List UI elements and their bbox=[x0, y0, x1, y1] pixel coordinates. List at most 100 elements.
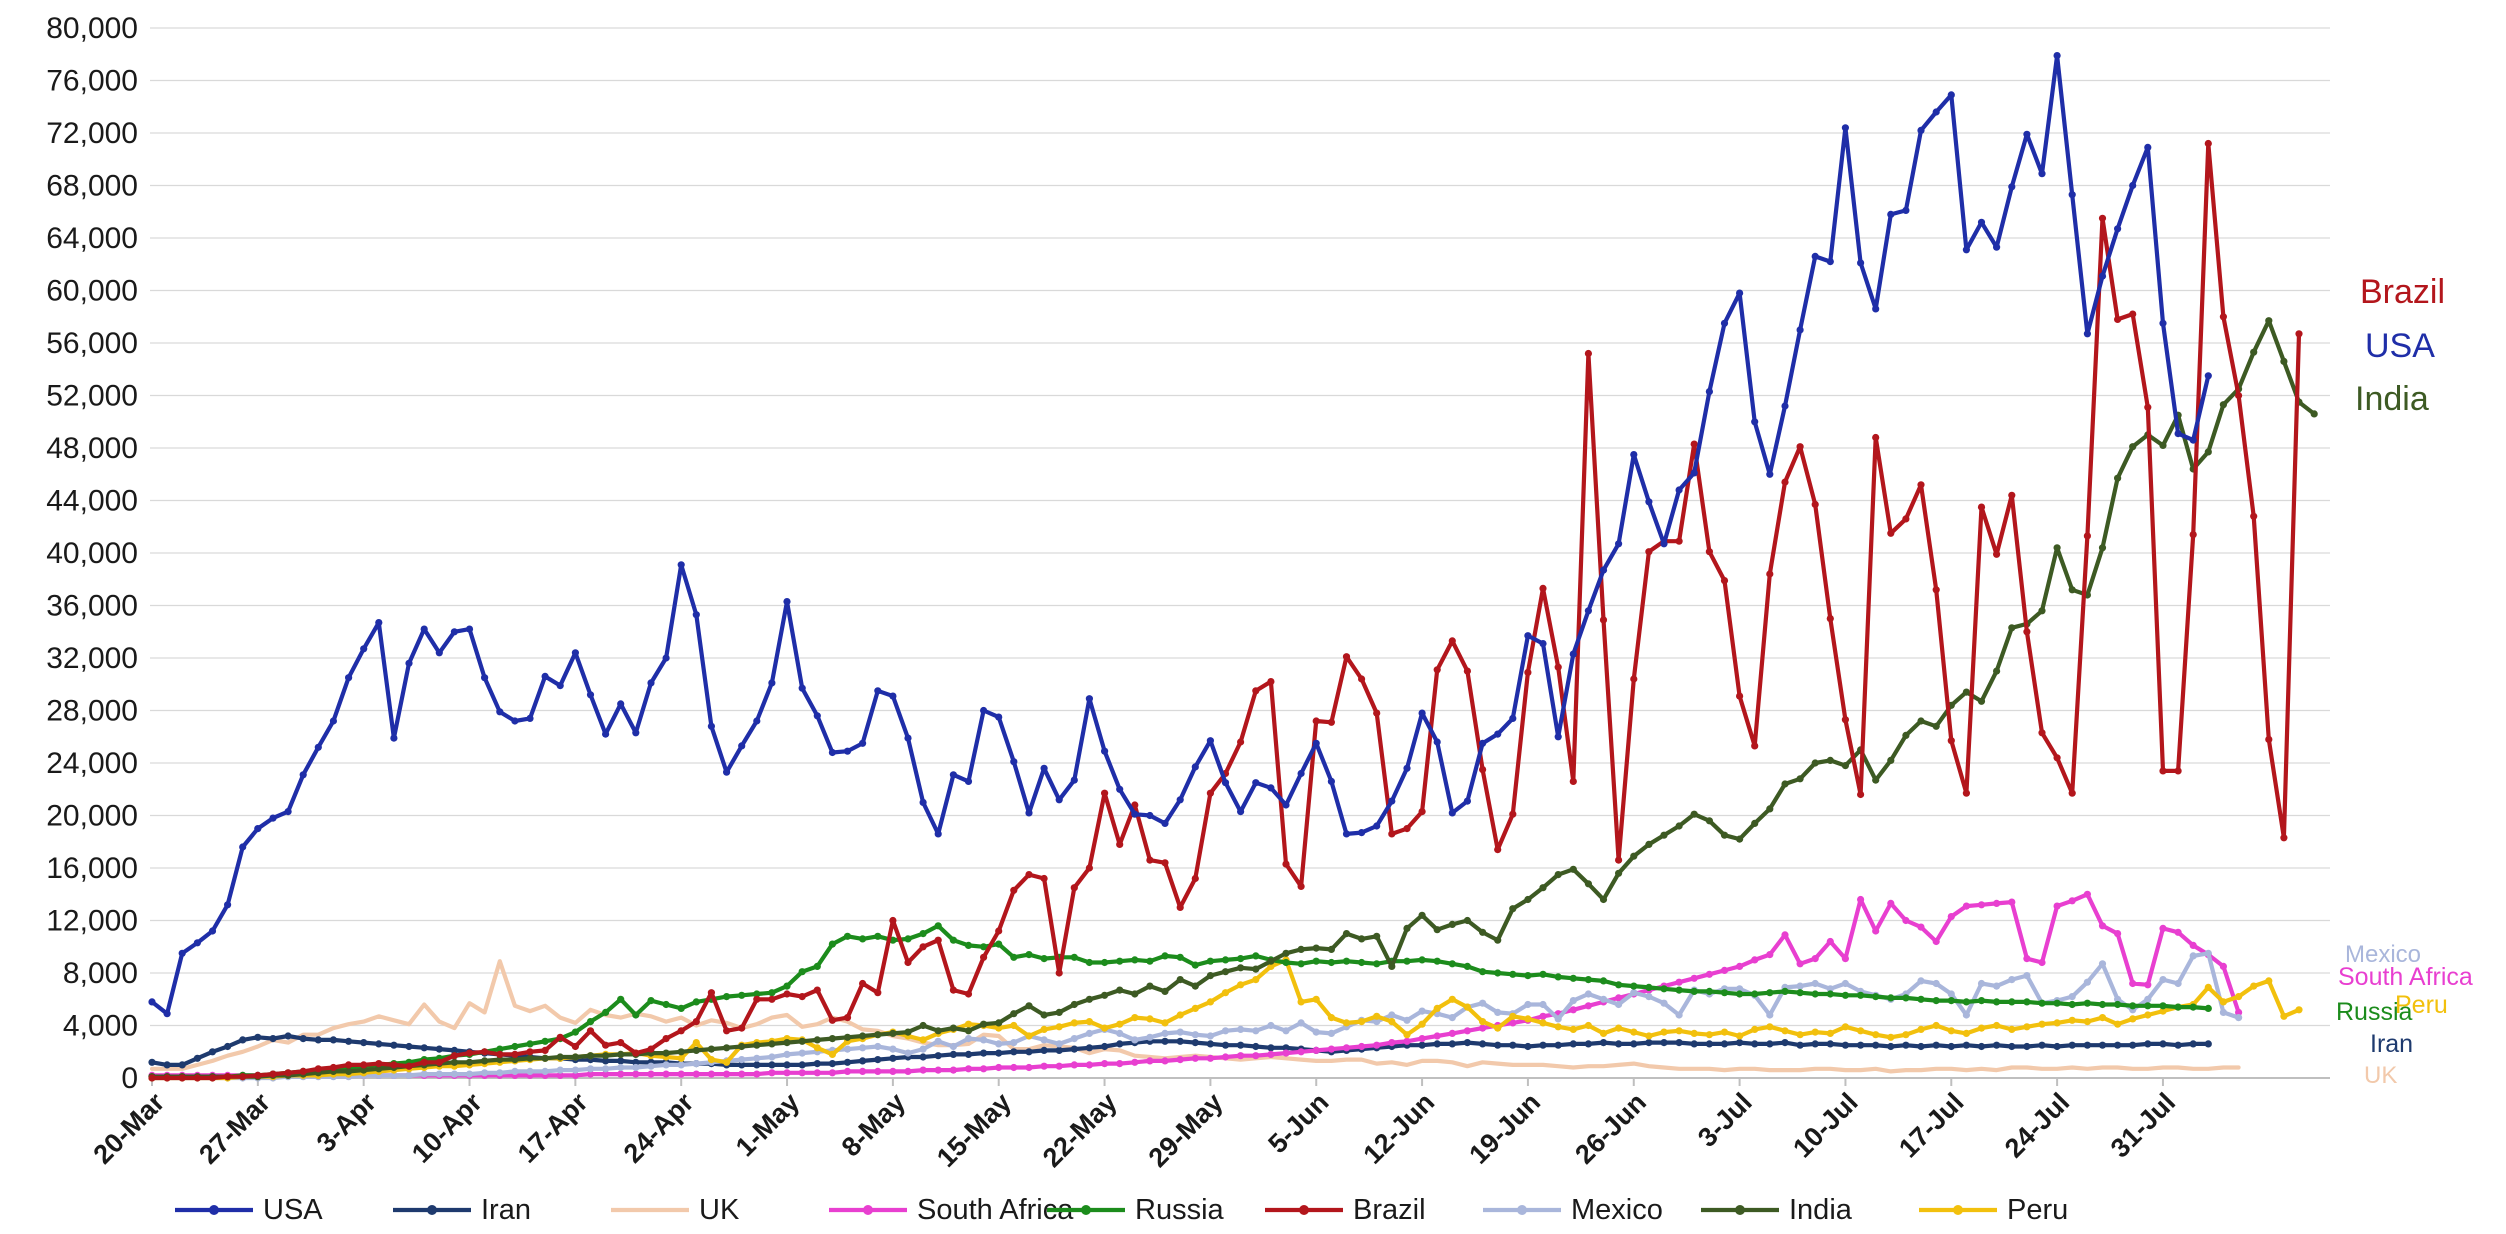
data-point bbox=[1751, 1025, 1759, 1033]
data-point bbox=[874, 1067, 882, 1075]
data-point bbox=[859, 935, 867, 943]
data-point bbox=[1811, 990, 1819, 998]
data-point bbox=[1584, 1021, 1592, 1030]
data-point bbox=[1509, 1012, 1517, 1020]
data-point bbox=[828, 748, 837, 757]
data-point bbox=[269, 1070, 277, 1078]
data-point bbox=[753, 1041, 761, 1049]
data-point bbox=[1554, 871, 1562, 879]
data-point bbox=[2159, 1007, 2167, 1015]
data-point bbox=[2204, 949, 2212, 957]
data-point bbox=[1176, 1011, 1184, 1019]
data-point bbox=[768, 995, 776, 1003]
data-point bbox=[2038, 999, 2046, 1007]
data-point bbox=[1101, 1060, 1109, 1068]
data-point bbox=[1010, 1048, 1018, 1056]
data-point bbox=[919, 798, 927, 807]
data-point bbox=[1872, 305, 1880, 313]
data-point bbox=[526, 1048, 534, 1056]
data-point bbox=[1101, 1042, 1109, 1051]
data-point bbox=[284, 808, 292, 816]
data-point bbox=[2235, 993, 2243, 1001]
data-point bbox=[1433, 957, 1441, 965]
data-point bbox=[1297, 998, 1305, 1006]
data-point bbox=[571, 1028, 580, 1036]
data-point bbox=[662, 1061, 670, 1069]
data-point bbox=[2008, 183, 2016, 191]
data-point bbox=[2295, 1006, 2303, 1014]
data-point bbox=[964, 1027, 973, 1035]
data-point bbox=[995, 1063, 1003, 1072]
data-point bbox=[193, 1074, 201, 1082]
data-point bbox=[1766, 1023, 1774, 1031]
data-point bbox=[617, 995, 625, 1003]
data-point bbox=[1494, 1024, 1502, 1032]
data-point bbox=[1599, 977, 1608, 985]
data-point bbox=[1720, 1028, 1729, 1036]
data-point bbox=[1403, 924, 1411, 933]
data-point bbox=[1690, 810, 1698, 818]
data-point bbox=[1206, 1040, 1214, 1048]
data-point bbox=[1494, 936, 1502, 944]
y-tick-label: 72,000 bbox=[46, 117, 138, 150]
data-point bbox=[1811, 500, 1819, 508]
data-point bbox=[1206, 957, 1214, 965]
data-point bbox=[2098, 960, 2107, 968]
series-line-india bbox=[149, 318, 2317, 1079]
data-point bbox=[526, 1067, 534, 1075]
data-point bbox=[1297, 960, 1305, 968]
data-point bbox=[1191, 1054, 1199, 1062]
data-point bbox=[662, 1035, 670, 1043]
data-point bbox=[949, 1042, 958, 1051]
data-point bbox=[1055, 1062, 1063, 1070]
data-point bbox=[1720, 989, 1729, 997]
data-point bbox=[1917, 126, 1925, 134]
data-point bbox=[889, 692, 897, 700]
data-point bbox=[723, 1027, 731, 1035]
data-point bbox=[1161, 952, 1169, 960]
data-point bbox=[919, 1066, 927, 1074]
data-point bbox=[541, 1067, 549, 1075]
end-label-peru: Peru bbox=[2395, 991, 2448, 1019]
y-tick-label: 56,000 bbox=[46, 327, 138, 360]
data-point bbox=[813, 1060, 821, 1068]
data-point bbox=[1826, 985, 1834, 993]
data-point bbox=[450, 1046, 458, 1054]
data-point bbox=[345, 1061, 353, 1069]
data-point bbox=[1690, 987, 1698, 996]
data-point bbox=[1388, 797, 1396, 805]
data-point bbox=[1584, 607, 1592, 615]
data-point bbox=[2219, 401, 2227, 409]
data-point bbox=[2114, 315, 2122, 323]
legend-label: Mexico bbox=[1571, 1194, 1663, 1226]
data-point bbox=[1282, 1044, 1290, 1052]
data-point bbox=[738, 991, 746, 999]
end-label-south-africa: South Africa bbox=[2338, 963, 2473, 991]
data-point bbox=[783, 1061, 791, 1069]
data-point bbox=[511, 1042, 519, 1051]
data-point bbox=[299, 1067, 307, 1075]
data-point bbox=[617, 1063, 625, 1072]
data-point bbox=[1282, 860, 1290, 868]
data-point bbox=[1539, 584, 1547, 593]
data-point bbox=[1977, 901, 1986, 909]
data-point bbox=[1615, 540, 1623, 548]
data-point bbox=[178, 949, 186, 957]
data-point bbox=[889, 1054, 897, 1062]
data-point bbox=[934, 1027, 942, 1035]
data-point bbox=[1947, 737, 1955, 745]
data-point bbox=[284, 1069, 292, 1077]
data-point bbox=[420, 1058, 428, 1066]
data-point bbox=[1539, 1012, 1547, 1020]
data-point bbox=[1176, 796, 1184, 804]
data-point bbox=[1993, 982, 2001, 990]
data-point bbox=[1010, 1063, 1018, 1072]
y-tick-label: 36,000 bbox=[46, 590, 138, 623]
data-point bbox=[738, 1061, 746, 1069]
data-point bbox=[1176, 976, 1184, 984]
data-point bbox=[1342, 957, 1351, 965]
data-point bbox=[1327, 1029, 1335, 1037]
data-point bbox=[1660, 999, 1668, 1007]
data-point bbox=[1282, 801, 1290, 809]
data-point bbox=[405, 1062, 413, 1070]
